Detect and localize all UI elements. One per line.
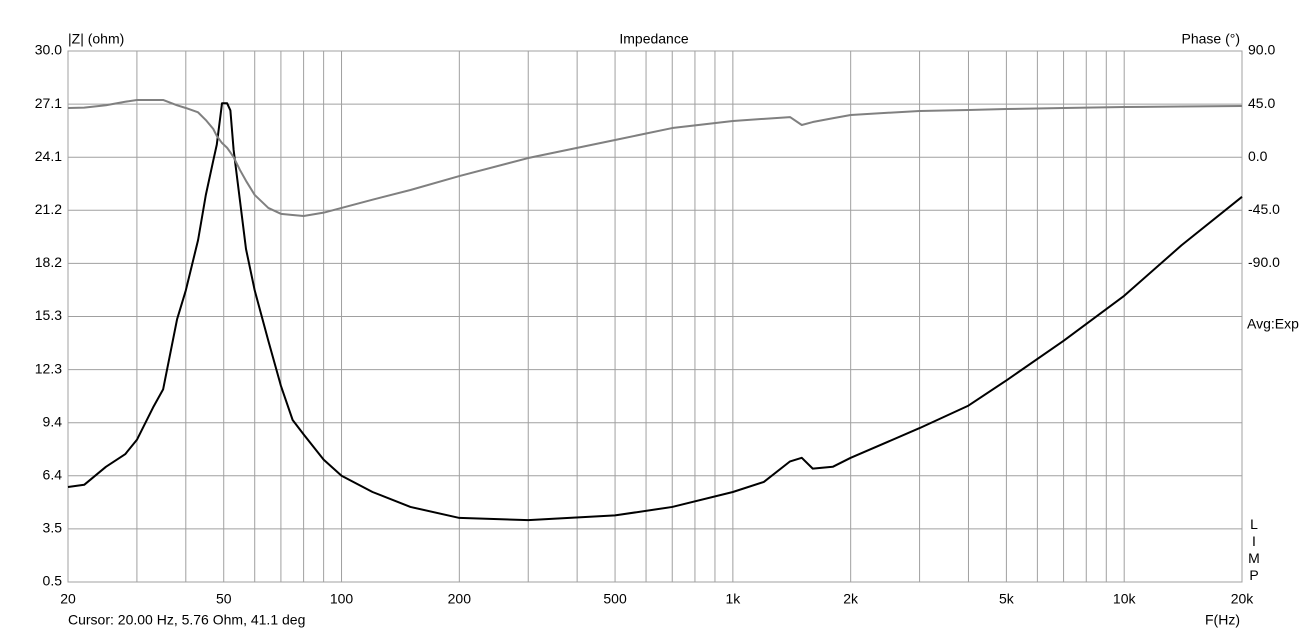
y-tick-label: 0.5 (43, 573, 63, 589)
y-axis-label: |Z| (ohm) (68, 31, 124, 47)
y-tick-label: 24.1 (35, 148, 62, 164)
y-tick-label: 30.0 (35, 42, 62, 58)
y-tick-label: 21.2 (35, 201, 62, 217)
y-tick-label: 6.4 (43, 467, 63, 483)
series-line (67, 98, 1243, 217)
x-axis-label: F(Hz) (1205, 612, 1240, 628)
x-tick-label: 2k (843, 591, 859, 607)
y2-tick-label: 45.0 (1248, 95, 1275, 111)
y2-tick-label: -90.0 (1248, 254, 1280, 270)
series-line (67, 102, 1243, 522)
side-label: LIMP (1246, 516, 1262, 584)
plot-frame (67, 50, 1243, 583)
x-tick-label: 5k (999, 591, 1015, 607)
x-tick-label: 10k (1113, 591, 1137, 607)
y-tick-label: 12.3 (35, 360, 62, 376)
x-tick-label: 20k (1231, 591, 1255, 607)
x-tick-label: 100 (330, 591, 354, 607)
x-tick-label: 500 (603, 591, 627, 607)
average-label: Avg:Exp (1247, 316, 1299, 332)
chart-title: Impedance (619, 31, 688, 47)
y2-tick-label: 90.0 (1248, 42, 1275, 58)
y-tick-label: 3.5 (43, 520, 63, 536)
y2-tick-label: 0.0 (1248, 148, 1268, 164)
x-tick-label: 20 (60, 591, 76, 607)
y2-tick-label: -45.0 (1248, 201, 1280, 217)
x-tick-label: 1k (725, 591, 741, 607)
y-tick-label: 9.4 (43, 413, 63, 429)
y-tick-label: 27.1 (35, 95, 62, 111)
y-tick-label: 18.2 (35, 254, 62, 270)
y2-axis-label: Phase (°) (1181, 31, 1240, 47)
x-tick-label: 200 (448, 591, 472, 607)
cursor-readout: Cursor: 20.00 Hz, 5.76 Ohm, 41.1 deg (68, 612, 305, 628)
y-tick-label: 15.3 (35, 307, 62, 323)
x-tick-label: 50 (216, 591, 232, 607)
